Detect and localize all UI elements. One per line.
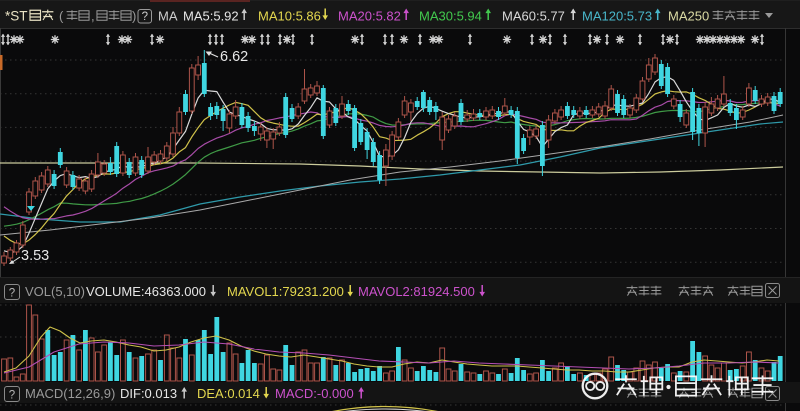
svg-text:VOLUME:46363.000: VOLUME:46363.000 <box>86 284 206 299</box>
svg-text:MA120:5.73: MA120:5.73 <box>582 9 652 24</box>
svg-text:?: ? <box>142 11 148 23</box>
svg-text:MA5:5.92: MA5:5.92 <box>183 9 239 24</box>
svg-text:VOL(5,10): VOL(5,10) <box>25 284 85 299</box>
svg-text:,: , <box>91 9 95 24</box>
svg-text:MA60:5.77: MA60:5.77 <box>502 9 565 24</box>
svg-text:?: ? <box>9 390 15 402</box>
svg-text:(: ( <box>59 9 64 24</box>
svg-text:): ) <box>132 9 136 24</box>
svg-text:6.62: 6.62 <box>220 49 248 65</box>
svg-text:MA20:5.82: MA20:5.82 <box>338 9 401 24</box>
svg-text:DEA:0.014: DEA:0.014 <box>197 386 260 401</box>
svg-text:MA30:5.94: MA30:5.94 <box>419 9 482 24</box>
svg-text:MAVOL1:79231.200: MAVOL1:79231.200 <box>227 284 344 299</box>
svg-text:3.53: 3.53 <box>21 248 49 264</box>
svg-text:MACD(12,26,9): MACD(12,26,9) <box>25 386 115 401</box>
svg-text:MA: MA <box>158 9 178 24</box>
svg-text:*ST: *ST <box>5 9 28 24</box>
svg-text:MA10:5.86: MA10:5.86 <box>258 9 321 24</box>
svg-text:MAVOL2:81924.500: MAVOL2:81924.500 <box>358 284 475 299</box>
svg-text:MA250: MA250 <box>668 9 709 24</box>
svg-text:?: ? <box>9 288 15 300</box>
svg-text:DIF:0.013: DIF:0.013 <box>120 386 177 401</box>
svg-text:MACD:-0.000: MACD:-0.000 <box>275 386 354 401</box>
